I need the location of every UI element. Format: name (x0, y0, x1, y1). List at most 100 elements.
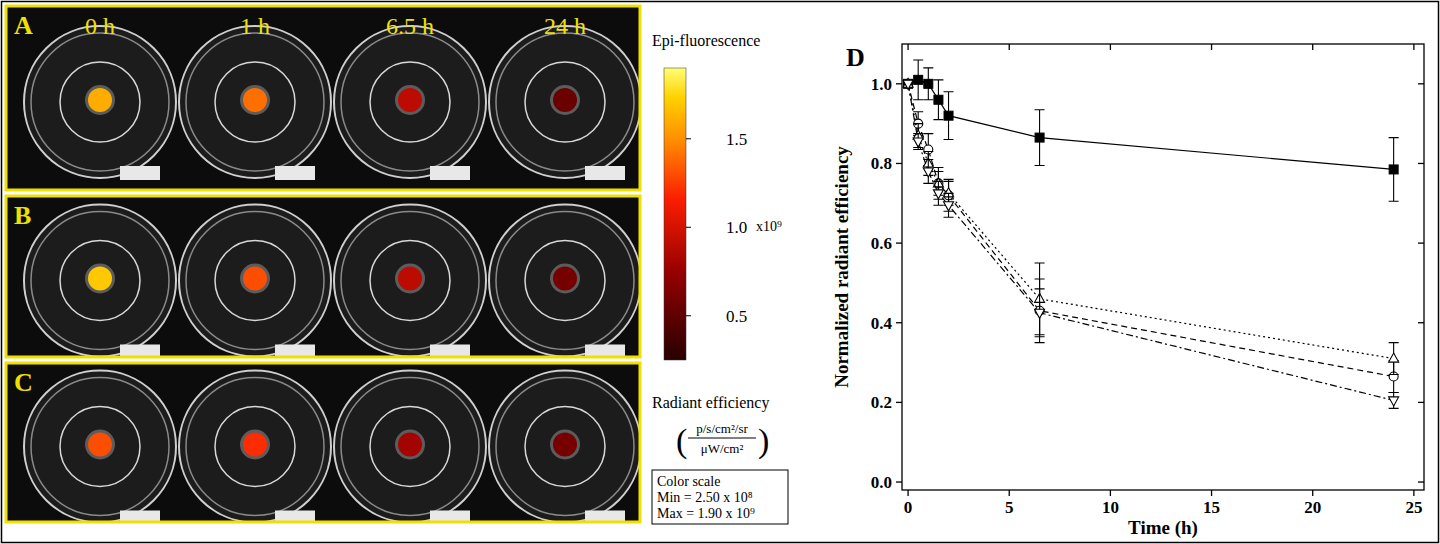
label-strip (275, 345, 315, 358)
dish-inner-ring (525, 241, 605, 321)
error-bar (923, 68, 933, 100)
fluorescent-spot (243, 267, 267, 291)
label-strip (585, 166, 625, 180)
spot-halo (550, 85, 580, 115)
time-label: 1 h (240, 13, 270, 39)
marker (933, 190, 943, 199)
label-strip (430, 511, 470, 523)
y-tick-label: 1.0 (871, 75, 892, 94)
marker (1389, 165, 1398, 174)
colorbar-tick-label: 1.0 (726, 218, 747, 237)
spot-halo (240, 85, 270, 115)
label-strip (120, 345, 160, 358)
series-line (908, 84, 1394, 359)
error-bar (913, 60, 923, 100)
spot-halo (85, 430, 115, 460)
y-tick-label: 0.6 (871, 234, 892, 253)
spot-halo (85, 85, 115, 115)
dish-rim (489, 26, 640, 178)
dish-wall (496, 33, 634, 171)
scale-box-text: Color scale (657, 474, 720, 489)
error-bar (1035, 279, 1045, 343)
dish-inner-ring (60, 241, 140, 321)
spot-halo (395, 264, 425, 294)
fluorescent-spot (553, 88, 577, 112)
spot-halo (240, 264, 270, 294)
label-strip (120, 511, 160, 523)
x-tick (1211, 490, 1212, 496)
panel-letter: C (14, 368, 33, 397)
error-bar (944, 92, 954, 140)
fluorescent-spot (88, 267, 112, 291)
y-tick (896, 242, 902, 243)
dish-inner-ring (60, 407, 140, 487)
x-tick-top (907, 44, 908, 50)
time-label: 6.5 h (386, 13, 434, 39)
y-tick (896, 163, 902, 164)
y-tick-right (1418, 322, 1424, 323)
spot-halo (395, 430, 425, 460)
panel-border (6, 363, 640, 522)
dish-inner-ring (215, 62, 295, 142)
fluorescent-spot (88, 433, 112, 457)
dishes (24, 26, 640, 180)
x-tick (1110, 490, 1111, 496)
colorbar-multiplier: x10⁹ (756, 219, 782, 234)
x-tick (1413, 490, 1414, 496)
plot-marks (903, 60, 1399, 408)
panel-letter: A (14, 11, 33, 40)
y-tick-label: 0.2 (871, 393, 892, 412)
fluorescent-spot (243, 433, 267, 457)
panel-ground (6, 196, 640, 357)
label-strip (430, 166, 470, 180)
y-tick (896, 322, 902, 323)
x-tick-label: 10 (1102, 498, 1119, 517)
y-tick-label: 0.0 (871, 473, 892, 492)
image-panel: C (6, 363, 641, 525)
dish-rim (334, 205, 486, 357)
x-tick-top (1312, 44, 1313, 50)
dish-wall (341, 212, 479, 350)
x-tick-top (1110, 44, 1111, 50)
series (903, 60, 1399, 201)
marker (934, 95, 943, 104)
dish-wall (496, 378, 634, 516)
y-tick-label: 0.8 (871, 154, 892, 173)
colorbar-tick (686, 227, 691, 228)
error-bar (1035, 289, 1045, 337)
spot-halo (395, 85, 425, 115)
error-bar (1389, 392, 1399, 408)
colorbar-tick-label: 1.5 (726, 130, 747, 149)
dish-rim (179, 26, 331, 178)
marker (1389, 397, 1399, 406)
dish-wall (31, 212, 169, 350)
error-bar (923, 159, 933, 183)
dish-rim (24, 371, 176, 523)
colorbar-tick (686, 315, 691, 316)
dish-rim (489, 371, 640, 523)
panel-ground (6, 363, 640, 522)
error-bar (913, 134, 923, 150)
fluorescent-spot (398, 267, 422, 291)
dish-rim (334, 26, 486, 178)
dish-wall (341, 378, 479, 516)
colorbar-label: Radiant efficiency (652, 394, 769, 412)
label-strip (430, 345, 470, 358)
panel-ground (6, 6, 640, 190)
fluorescent-spot (243, 88, 267, 112)
marker (914, 75, 923, 84)
x-tick-label: 15 (1203, 498, 1220, 517)
error-bar (1389, 138, 1399, 202)
dish-rim (24, 26, 176, 178)
dish-inner-ring (370, 407, 450, 487)
dish-wall (186, 378, 324, 516)
x-tick-label: 25 (1405, 498, 1422, 517)
marker (944, 111, 953, 120)
colorbar-tick (686, 138, 691, 139)
x-tick-top (1211, 44, 1212, 50)
marker (924, 79, 933, 88)
unit-denominator: μW/cm² (701, 441, 744, 456)
unit-numerator: p/s/cm²/sr (696, 421, 748, 436)
panel-border (6, 6, 640, 190)
spot-halo (240, 430, 270, 460)
